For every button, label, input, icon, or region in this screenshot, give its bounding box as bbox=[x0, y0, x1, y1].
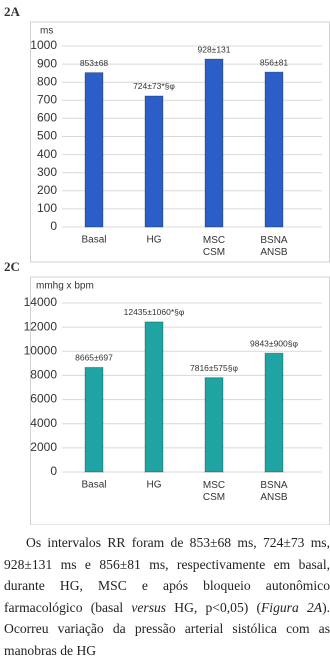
value-label: 8665±697 bbox=[75, 353, 113, 363]
y-tick-label: 6000 bbox=[30, 392, 57, 406]
value-label: 12435±1060*§φ bbox=[124, 307, 185, 317]
y-tick-label: 300 bbox=[37, 165, 57, 179]
y-tick-label: 200 bbox=[37, 183, 57, 197]
y-tick-label: 12000 bbox=[24, 319, 58, 333]
bar bbox=[204, 377, 224, 473]
y-tick-label: 700 bbox=[37, 92, 57, 106]
y-tick-label: 0 bbox=[50, 464, 57, 478]
x-tick-label: MSC CSM bbox=[203, 235, 225, 258]
value-label: 724±73*§φ bbox=[133, 81, 175, 91]
value-label: 856±81 bbox=[260, 57, 289, 67]
bar bbox=[144, 95, 164, 228]
y-axis-label: ms bbox=[40, 26, 53, 37]
y-tick-label: 800 bbox=[37, 74, 57, 88]
value-label: 853±68 bbox=[80, 58, 109, 68]
y-tick-label: 8000 bbox=[30, 368, 57, 382]
text-run: versus bbox=[131, 599, 167, 615]
x-tick-label: HG bbox=[147, 235, 162, 246]
y-tick-label: 4000 bbox=[30, 416, 57, 430]
bar bbox=[84, 366, 104, 473]
figures: 2A ms 0 100 200 300 400 500 600 700 800 900 1000 Basa… bbox=[4, 4, 330, 525]
y-tick-label: 1000 bbox=[30, 38, 57, 52]
y-tick-label: 600 bbox=[37, 111, 57, 125]
value-label: 928±131 bbox=[197, 44, 230, 54]
figure-label: 2C bbox=[4, 259, 20, 274]
bar bbox=[264, 71, 284, 228]
y-tick-label: 14000 bbox=[24, 295, 58, 309]
text-run: HG, p<0,05) ( bbox=[166, 599, 261, 615]
text-run: Os intervalos RR foram de 853±68 ms, 724… bbox=[4, 535, 330, 615]
y-tick-label: 0 bbox=[50, 219, 57, 233]
y-tick-label: 400 bbox=[37, 147, 57, 161]
body-text: Os intervalos RR foram de 853±68 ms, 724… bbox=[4, 532, 330, 661]
y-tick-label: 10000 bbox=[24, 343, 58, 357]
y-tick-label: 900 bbox=[37, 56, 57, 70]
y-tick-label: 2000 bbox=[30, 440, 57, 454]
x-tick-label: Basal bbox=[81, 235, 106, 246]
value-label: 7816±575§φ bbox=[190, 363, 238, 373]
figure-label: 2A bbox=[4, 4, 21, 19]
bar bbox=[144, 321, 164, 473]
x-tick-label: BSNA ANSB bbox=[260, 480, 288, 503]
x-tick-label: Basal bbox=[81, 480, 106, 491]
x-tick-label: MSC CSM bbox=[203, 480, 225, 503]
x-tick-label: BSNA ANSB bbox=[260, 235, 288, 258]
bar bbox=[264, 352, 284, 473]
y-axis-label: mmhg x bpm bbox=[36, 281, 94, 292]
bar bbox=[204, 58, 224, 228]
text-run: ). Ocorreu variação da pressão arterial … bbox=[4, 599, 330, 658]
x-tick-label: HG bbox=[147, 480, 162, 491]
y-tick-label: 100 bbox=[37, 201, 57, 215]
value-label: 9843±900§φ bbox=[250, 338, 298, 348]
bar bbox=[84, 72, 104, 228]
y-tick-label: 500 bbox=[37, 129, 57, 143]
text-run: Figura 2A bbox=[261, 599, 323, 615]
